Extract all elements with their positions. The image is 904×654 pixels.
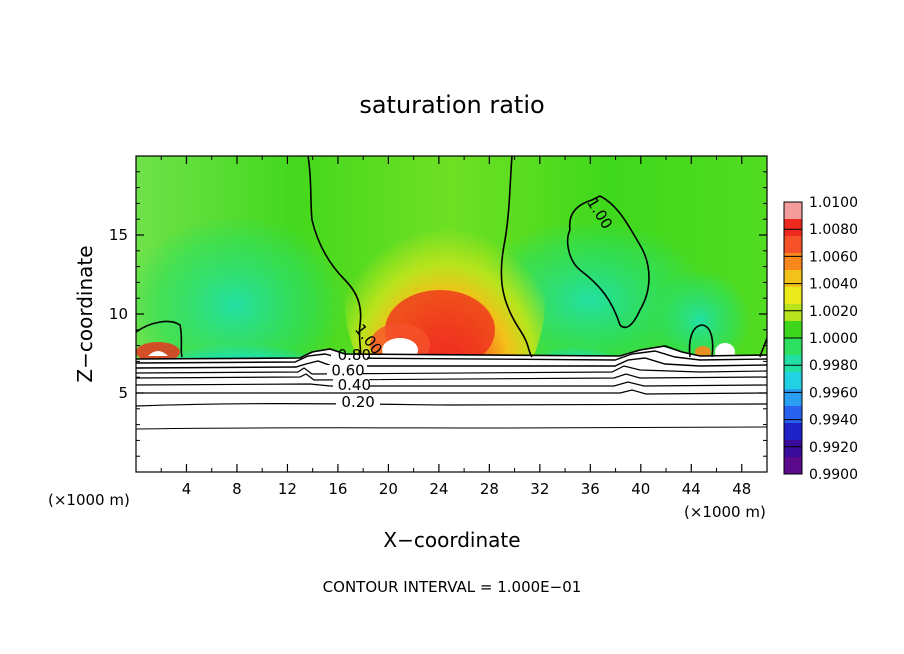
- colorbar-swatch: [784, 270, 802, 288]
- colorbar-label: 1.0100: [809, 195, 858, 211]
- x-tick-label: 24: [429, 480, 448, 498]
- y-tick-label: 5: [118, 384, 128, 402]
- colorbar-label: 1.0020: [809, 304, 858, 320]
- y-tick-label: 10: [109, 305, 128, 323]
- contour-line: [136, 403, 767, 407]
- colorbar-label: 1.0000: [809, 331, 858, 347]
- plot-area: [136, 156, 767, 472]
- x-tick-label: 44: [682, 480, 701, 498]
- colorbar-swatch: [784, 372, 802, 390]
- colorbar-swatch: [784, 304, 802, 322]
- colorbar-swatch: [784, 236, 802, 254]
- chart-title: saturation ratio: [359, 91, 544, 119]
- x-tick-label: 28: [480, 480, 499, 498]
- colorbar-swatch: [784, 355, 802, 373]
- colorbar-swatch: [784, 338, 802, 356]
- x-tick-label: 40: [631, 480, 650, 498]
- field-white-patch: [148, 351, 168, 356]
- colorbar-label: 0.9960: [809, 385, 858, 401]
- contour-label: 0.60: [331, 362, 364, 380]
- contour-line: [136, 373, 767, 381]
- x-axis-label: X−coordinate: [383, 528, 520, 552]
- colorbar-label: 0.9980: [809, 358, 858, 374]
- colorbar-swatch: [784, 202, 802, 220]
- contour-label-backgrounds: [327, 355, 380, 411]
- x-axis: 4 8 12 16 20 24 28 32 36 40 44 48: [160, 156, 751, 498]
- x-tick-label: 36: [581, 480, 600, 498]
- colorbar-label: 1.0040: [809, 277, 858, 293]
- contour-line: [500, 156, 533, 358]
- colorbar-swatch: [784, 423, 802, 441]
- colorbar-swatch: [784, 321, 802, 339]
- colorbar-label: 1.0080: [809, 222, 858, 238]
- contour-line: [136, 345, 767, 360]
- colorbar-swatch: [784, 440, 802, 458]
- y-axis: 5 10 15: [109, 171, 767, 457]
- x-tick-label: 12: [278, 480, 297, 498]
- colorbar-swatch: [784, 253, 802, 271]
- contour-line: [136, 357, 767, 369]
- x-tick-label: 4: [182, 480, 192, 498]
- contour-line: [566, 195, 650, 329]
- x-unit-right: (×1000 m): [684, 503, 766, 521]
- colorbar-label: 1.0060: [809, 249, 858, 265]
- x-tick-label: 16: [328, 480, 347, 498]
- contour-label: 0.80: [338, 346, 371, 364]
- contour-label: 0.20: [341, 393, 374, 411]
- x-tick-label: 32: [530, 480, 549, 498]
- colorbar-swatch: [784, 287, 802, 305]
- contour-line: [136, 320, 183, 358]
- contour-line: [136, 350, 767, 364]
- y-tick-label: 15: [109, 226, 128, 244]
- colorbar-swatch: [784, 457, 802, 475]
- contour-interval-note: CONTOUR INTERVAL = 1.000E−01: [323, 578, 582, 596]
- contour-line: [136, 426, 767, 430]
- contour-lines-lower: [136, 345, 767, 430]
- contour-line: [307, 156, 362, 359]
- contour-lines-upper: [136, 156, 767, 359]
- colorbar-swatch: [784, 219, 802, 237]
- x-tick-label: 48: [732, 480, 751, 498]
- contour-label: 0.40: [338, 376, 371, 394]
- colorbar-swatch: [784, 406, 802, 424]
- x-tick-label: 20: [379, 480, 398, 498]
- colorbar-label: 0.9920: [809, 440, 858, 456]
- colorbar-label: 0.9940: [809, 413, 858, 429]
- y-axis-label: Z−coordinate: [73, 245, 97, 382]
- colorbar: 1.0100 1.0080 1.0060 1.0040 1.0020 1.0000 0.99…: [783, 195, 858, 483]
- x-tick-label: 8: [232, 480, 242, 498]
- contour-line: [136, 381, 767, 387]
- x-unit-left: (×1000 m): [48, 491, 130, 509]
- contour-line: [136, 389, 767, 395]
- contour-line: [688, 324, 714, 358]
- colorbar-label: 0.9900: [809, 467, 858, 483]
- colorbar-swatch: [784, 389, 802, 407]
- contour-line: [136, 365, 767, 375]
